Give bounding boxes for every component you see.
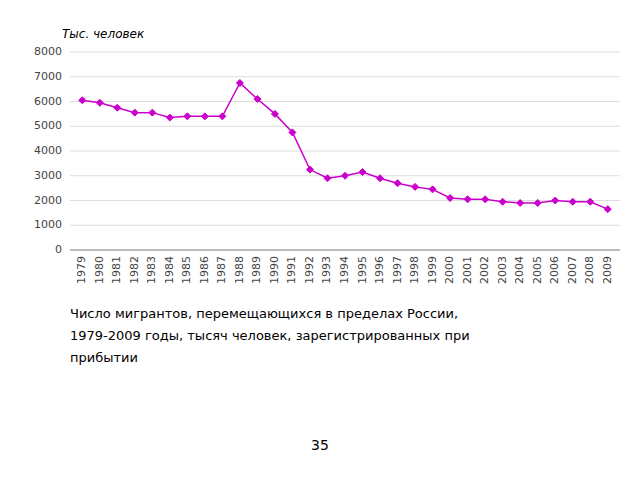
x-tick-label: 1981 <box>110 256 123 284</box>
marker <box>149 109 156 116</box>
marker <box>377 175 384 182</box>
x-tick-label: 2009 <box>601 256 614 284</box>
x-tick-label: 1992 <box>303 256 316 284</box>
x-tick-label: 1991 <box>285 256 298 284</box>
chart: 0 1000 2000 3000 4000 5000 6000 7000 8000 1979 198… <box>0 0 640 480</box>
x-axis: 1979 1980 1981 1982 1983 1984 1985 1986 1987 1988… <box>75 256 613 284</box>
grid-line <box>70 225 620 226</box>
marker <box>271 110 278 117</box>
marker <box>359 169 366 176</box>
x-tick-label: 2004 <box>513 256 526 284</box>
marker <box>79 97 86 104</box>
x-tick-label: 1997 <box>391 256 404 284</box>
x-tick-label: 2003 <box>496 256 509 284</box>
x-tick-label: 1989 <box>250 256 263 284</box>
y-tick-label: 6000 <box>34 95 62 108</box>
marker <box>114 104 121 111</box>
caption: 1979-2009 годы, тысяч человек, зарегистр… <box>70 328 470 343</box>
marker <box>219 113 226 120</box>
grid-line <box>70 76 620 77</box>
marker <box>254 96 261 103</box>
marker <box>394 180 401 187</box>
caption: прибытии <box>70 350 138 365</box>
x-axis-line <box>70 250 620 251</box>
marker <box>552 197 559 204</box>
marker <box>289 129 296 136</box>
marker <box>201 113 208 120</box>
x-tick-label: 1990 <box>268 256 281 284</box>
marker <box>412 183 419 190</box>
x-tick-label: 1995 <box>356 256 369 284</box>
marker <box>464 196 471 203</box>
grid-line <box>70 126 620 127</box>
marker <box>534 199 541 206</box>
x-tick-label: 1987 <box>215 256 228 284</box>
x-tick-label: 2006 <box>548 256 561 284</box>
marker <box>517 199 524 206</box>
x-tick-label: 1984 <box>163 256 176 284</box>
y-axis-label: Тыс. человек <box>62 27 145 41</box>
marker <box>184 113 191 120</box>
x-tick-label: 2001 <box>461 256 474 284</box>
x-tick-label: 1979 <box>75 256 88 284</box>
marker <box>324 175 331 182</box>
x-tick-label: 2002 <box>478 256 491 284</box>
x-tick-label: 1980 <box>93 256 106 284</box>
x-tick-label: 1985 <box>180 256 193 284</box>
page-number: 35 <box>311 437 329 453</box>
grid-line <box>70 52 620 53</box>
x-tick-label: 1999 <box>426 256 439 284</box>
grid-line <box>70 101 620 102</box>
marker <box>482 196 489 203</box>
y-tick-label: 2000 <box>34 194 62 207</box>
x-tick-label: 2005 <box>531 256 544 284</box>
x-tick-label: 1986 <box>198 256 211 284</box>
y-tick-label: 8000 <box>34 45 62 58</box>
y-tick-label: 7000 <box>34 70 62 83</box>
marker <box>236 79 243 86</box>
y-tick-label: 0 <box>55 243 62 256</box>
marker <box>96 99 103 106</box>
marker <box>429 186 436 193</box>
marker <box>447 195 454 202</box>
caption: Число мигрантов, перемещающихся в предел… <box>70 306 458 321</box>
marker <box>604 206 611 213</box>
x-tick-label: 2000 <box>443 256 456 284</box>
grid <box>70 52 620 250</box>
y-tick-label: 4000 <box>34 144 62 157</box>
x-tick-label: 1996 <box>373 256 386 284</box>
marker <box>499 198 506 205</box>
marker <box>342 172 349 179</box>
x-tick-label: 2007 <box>566 256 579 284</box>
x-tick-label: 1994 <box>338 256 351 284</box>
y-axis: 0 1000 2000 3000 4000 5000 6000 7000 8000 <box>34 45 62 256</box>
marker <box>306 166 313 173</box>
grid-line <box>70 250 620 251</box>
x-tick-label: 2008 <box>583 256 596 284</box>
grid-line <box>70 151 620 152</box>
x-tick-label: 1988 <box>233 256 246 284</box>
x-tick-label: 1982 <box>128 256 141 284</box>
marker <box>569 198 576 205</box>
y-tick-label: 3000 <box>34 169 62 182</box>
marker <box>131 109 138 116</box>
x-tick-label: 1998 <box>408 256 421 284</box>
y-tick-label: 1000 <box>34 218 62 231</box>
x-tick-label: 1983 <box>145 256 158 284</box>
x-tick-label: 1993 <box>320 256 333 284</box>
marker <box>587 198 594 205</box>
series <box>79 79 611 212</box>
y-tick-label: 5000 <box>34 119 62 132</box>
line <box>82 83 607 209</box>
marker <box>166 114 173 121</box>
